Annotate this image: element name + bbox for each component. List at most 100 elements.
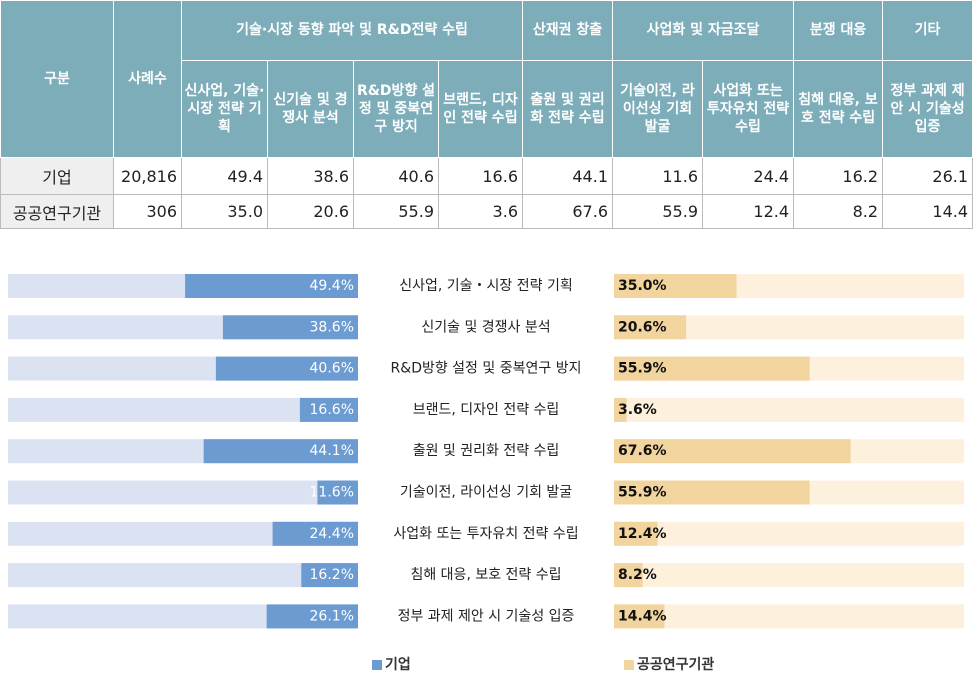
category-label: 침해 대응, 보호 전략 수립 xyxy=(410,567,561,583)
header-cell: 구분 xyxy=(0,0,114,158)
column-header: 신기술 및 경쟁사 분석 xyxy=(267,60,354,158)
header-row: 신사업, 기술·시장 전략 기획 신기술 및 경쟁사 분석 R&D방향 설정 및 중… xyxy=(1,60,974,158)
group-header: 사업화 및 자금조달 xyxy=(611,0,795,61)
value-label: 14.4% xyxy=(618,608,667,624)
group-header: 분쟁 대응 xyxy=(793,0,884,61)
value-label: 20.6% xyxy=(618,319,667,335)
column-header: 브랜드, 디자인 전략 수립 xyxy=(438,60,523,158)
column-header: 침해 대응, 보호 전략 수립 xyxy=(793,60,884,158)
bar-track xyxy=(614,521,964,546)
data-table: 구분 사례수 기술·시장 동향 파악 및 R&D전략 수립 산재권 창출 사업화 및 자… xyxy=(0,0,974,229)
table-cell: 20.6 xyxy=(267,194,354,229)
table-cell: 55.9 xyxy=(612,194,703,229)
legend-label: 공공연구기관 xyxy=(637,656,714,673)
group-header: 기타 xyxy=(882,0,974,61)
category-label: 사업화 또는 투자유치 전략 수립 xyxy=(393,526,578,542)
bar-track xyxy=(614,604,964,629)
category-label: R&D방향 설정 및 중복연구 방지 xyxy=(391,361,582,377)
table-head: 구분 사례수 기술·시장 동향 파악 및 R&D전략 수립 산재권 창출 사업화 및 자… xyxy=(0,0,974,158)
category-label: 브랜드, 디자인 전략 수립 xyxy=(413,402,560,418)
header-cell: 사례수 xyxy=(113,0,182,158)
category-label: 출원 및 권리화 전략 수립 xyxy=(413,443,560,459)
value-label: 8.2% xyxy=(618,567,657,583)
bar-track xyxy=(614,563,964,588)
bar xyxy=(299,397,358,422)
table-cell: 24.4 xyxy=(701,157,795,195)
value-label: 38.6% xyxy=(310,319,354,335)
legend-label: 기업 xyxy=(385,657,411,673)
row-header: 공공연구기관 xyxy=(0,194,114,229)
bar xyxy=(614,315,687,340)
table-body: 기업 20,816 49.4 38.6 40.6 16.6 44.1 11.6 24.4 16.2… xyxy=(0,157,974,229)
table-cell: 16.2 xyxy=(793,157,884,195)
bar xyxy=(185,274,358,298)
bar xyxy=(317,480,358,505)
table-cell: 14.4 xyxy=(882,194,974,229)
table-cell: 38.6 xyxy=(267,157,354,195)
value-label: 49.4% xyxy=(310,278,354,294)
table-row: 공공연구기관 306 35.0 20.6 55.9 3.6 67.6 55.9 12.4 8.2 1… xyxy=(0,194,974,229)
value-label: 16.6% xyxy=(310,402,354,418)
table-cell: 16.6 xyxy=(438,157,523,195)
table-cell: 8.2 xyxy=(793,194,884,229)
bar xyxy=(614,274,737,298)
bar-track xyxy=(8,563,358,588)
bar xyxy=(614,439,851,464)
category-label: 정부 과제 제안 시 기술성 입증 xyxy=(398,608,575,624)
bar xyxy=(266,604,358,629)
bar-track xyxy=(8,480,358,505)
column-header: 출원 및 권리화 전략 수립 xyxy=(522,60,613,158)
value-label: 40.6% xyxy=(310,361,354,377)
value-label: 24.4% xyxy=(310,526,354,542)
bar xyxy=(272,521,358,546)
column-header: 신사업, 기술·시장 전략 기획 xyxy=(181,60,268,158)
value-label: 12.4% xyxy=(618,526,667,542)
table-cell: 12.4 xyxy=(701,194,795,229)
table-row: 기업 20,816 49.4 38.6 40.6 16.6 44.1 11.6 24.4 16.2… xyxy=(0,157,974,195)
header-row: 구분 사례수 기술·시장 동향 파악 및 R&D전략 수립 산재권 창출 사업화 및 자… xyxy=(0,0,974,158)
column-header: 사업화 또는 투자유치 전략 수립 xyxy=(701,60,795,158)
row-header: 기업 xyxy=(0,157,114,195)
table-cell: 20,816 xyxy=(113,157,182,195)
value-label: 55.9% xyxy=(618,361,667,377)
table-cell: 35.0 xyxy=(181,194,268,229)
bar xyxy=(614,397,627,422)
bar xyxy=(222,315,358,340)
value-label: 35.0% xyxy=(618,278,667,294)
bar-track xyxy=(614,397,964,422)
value-label: 44.1% xyxy=(310,443,354,459)
value-label: 3.6% xyxy=(618,402,657,418)
table-cell: 55.9 xyxy=(353,194,439,229)
column-header: R&D방향 설정 및 중복연구 방지 xyxy=(353,60,439,158)
legend-marker xyxy=(372,660,382,670)
bar xyxy=(614,480,810,505)
group-header: 기술·시장 동향 파악 및 R&D전략 수립 xyxy=(181,0,523,61)
bar xyxy=(301,563,358,588)
value-label: 26.1% xyxy=(310,608,354,624)
legend-marker xyxy=(624,660,634,670)
bar xyxy=(215,356,358,381)
table-cell: 40.6 xyxy=(353,157,439,195)
column-header: 정부 과제 제안 시 기술성 입증 xyxy=(882,60,974,158)
bar xyxy=(203,439,358,464)
category-label: 신사업, 기술・시장 전략 기획 xyxy=(399,278,572,294)
bar xyxy=(614,356,810,381)
table-cell: 306 xyxy=(113,194,182,229)
bar xyxy=(614,563,643,588)
value-label: 55.9% xyxy=(618,485,667,501)
value-label: 67.6% xyxy=(618,443,667,459)
value-label: 16.2% xyxy=(310,567,354,583)
column-header: 기술이전, 라이선싱 기회 발굴 xyxy=(612,60,703,158)
category-label: 기술이전, 라이선싱 기회 발굴 xyxy=(400,485,572,501)
category-label: 신기술 및 경쟁사 분석 xyxy=(421,319,550,335)
table-cell: 11.6 xyxy=(612,157,703,195)
table-cell: 67.6 xyxy=(522,194,613,229)
bar-track xyxy=(8,397,358,422)
table-cell: 26.1 xyxy=(882,157,974,195)
chart: 신사업, 기술・시장 전략 기획 49.4% 35.0% 신기술 및 경쟁사 분석 38… xyxy=(8,274,964,673)
table-cell: 3.6 xyxy=(438,194,523,229)
bar xyxy=(614,604,665,629)
table-cell: 49.4 xyxy=(181,157,268,195)
group-header: 산재권 창출 xyxy=(522,0,613,61)
